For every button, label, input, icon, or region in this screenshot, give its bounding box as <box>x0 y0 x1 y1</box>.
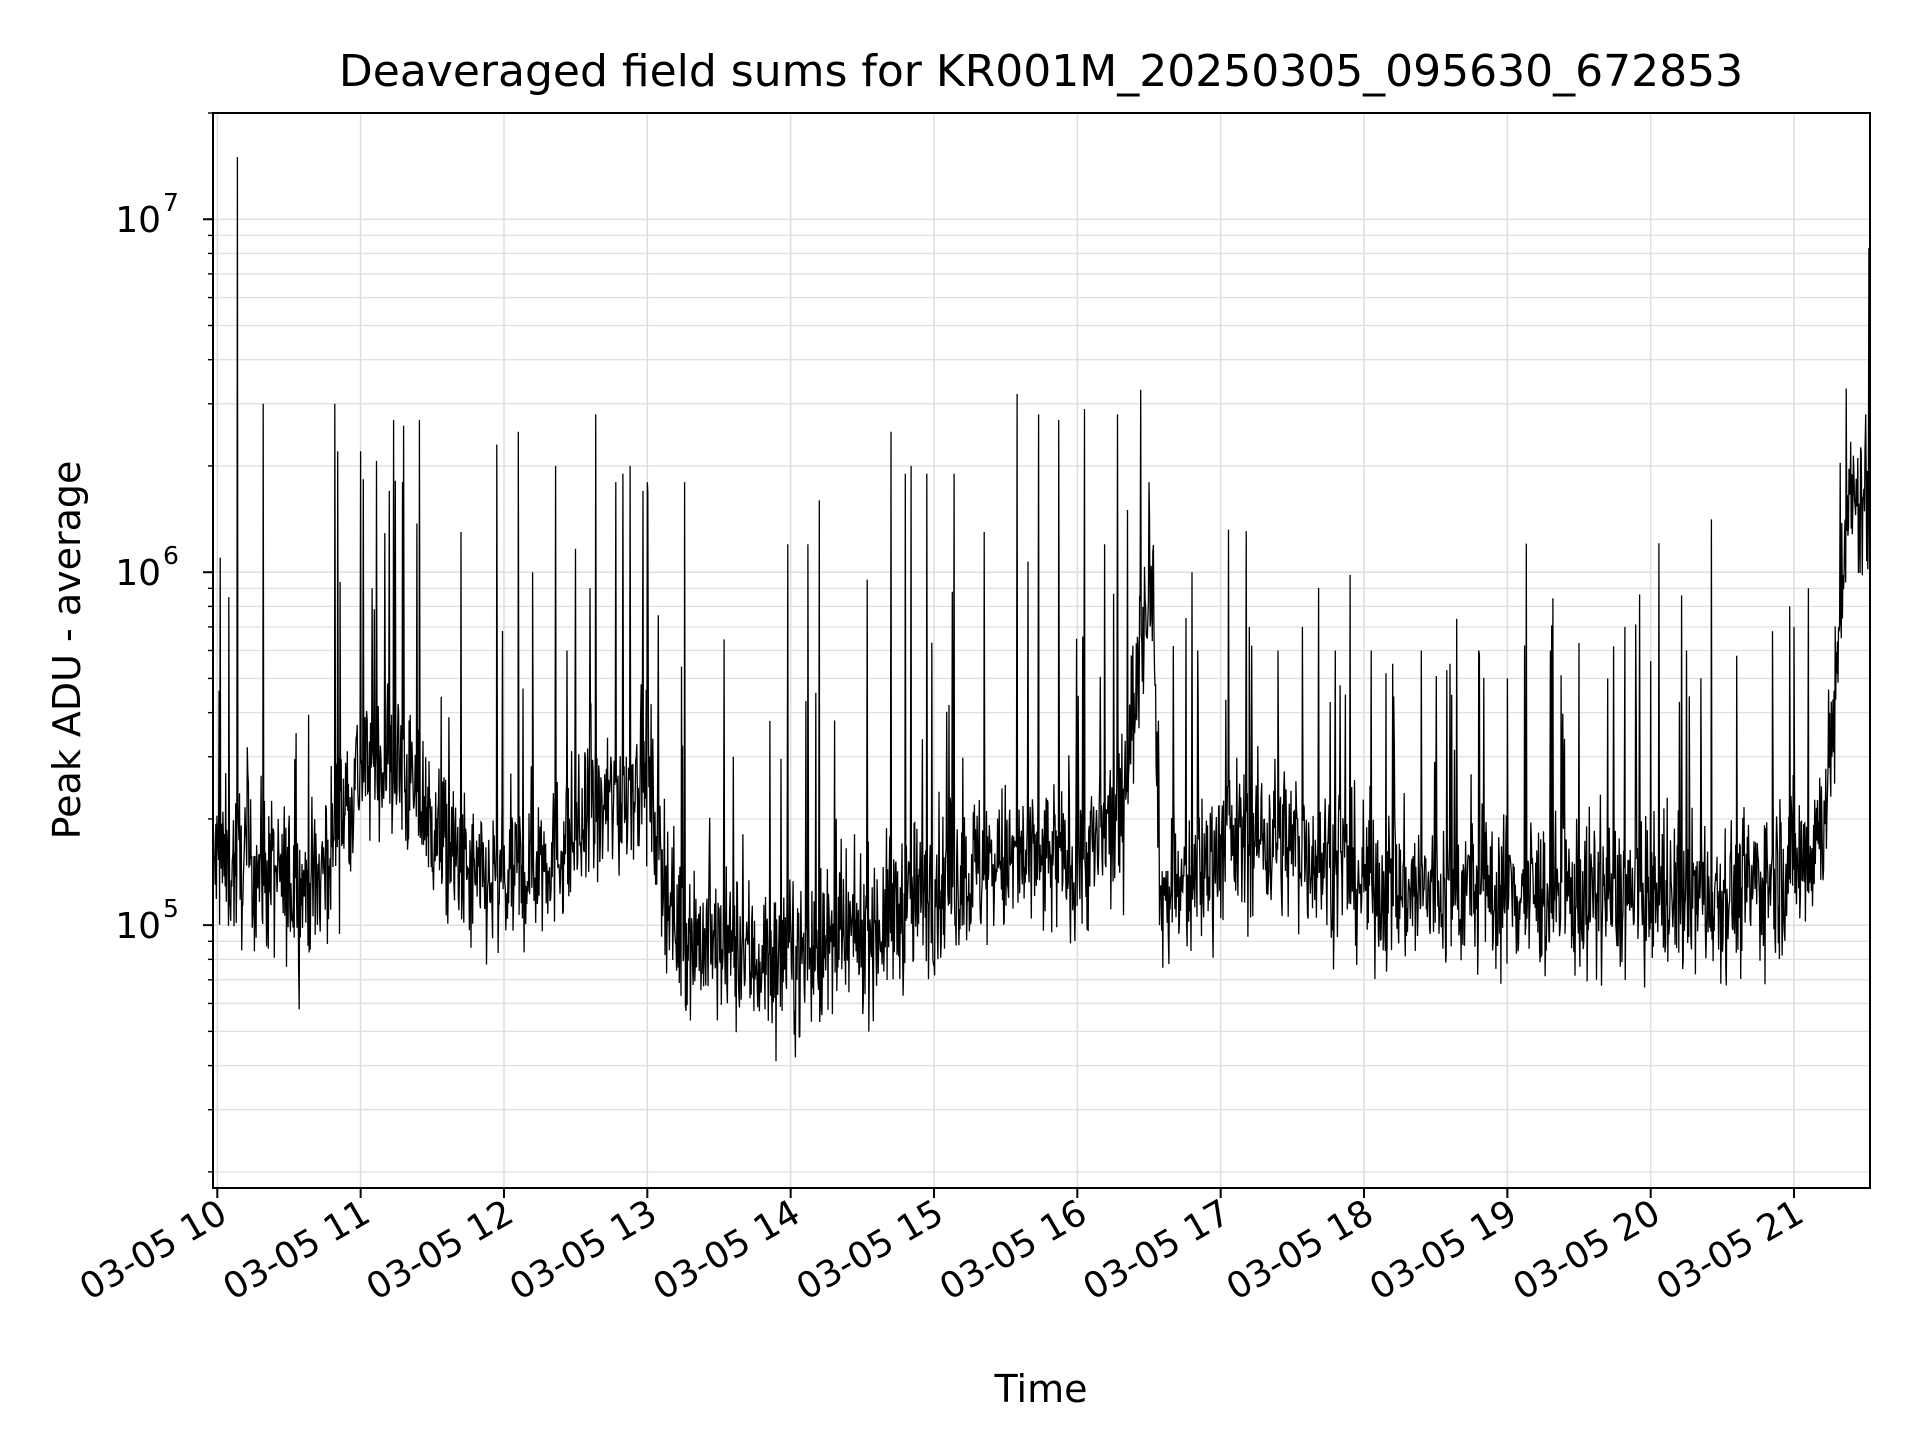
y-tick-label: 10 <box>115 553 161 594</box>
y-tick-exponent: 7 <box>163 188 179 217</box>
y-tick-exponent: 5 <box>163 894 179 923</box>
y-tick-label: 10 <box>115 200 161 241</box>
y-tick-label: 10 <box>115 906 161 947</box>
x-axis-label: Time <box>994 1367 1088 1411</box>
chart-title: Deaveraged field sums for KR001M_2025030… <box>339 46 1743 97</box>
series-line <box>213 157 1870 1062</box>
y-axis-label: Peak ADU - average <box>45 461 89 840</box>
grid <box>213 112 1870 1188</box>
y-tick-exponent: 6 <box>163 541 179 570</box>
